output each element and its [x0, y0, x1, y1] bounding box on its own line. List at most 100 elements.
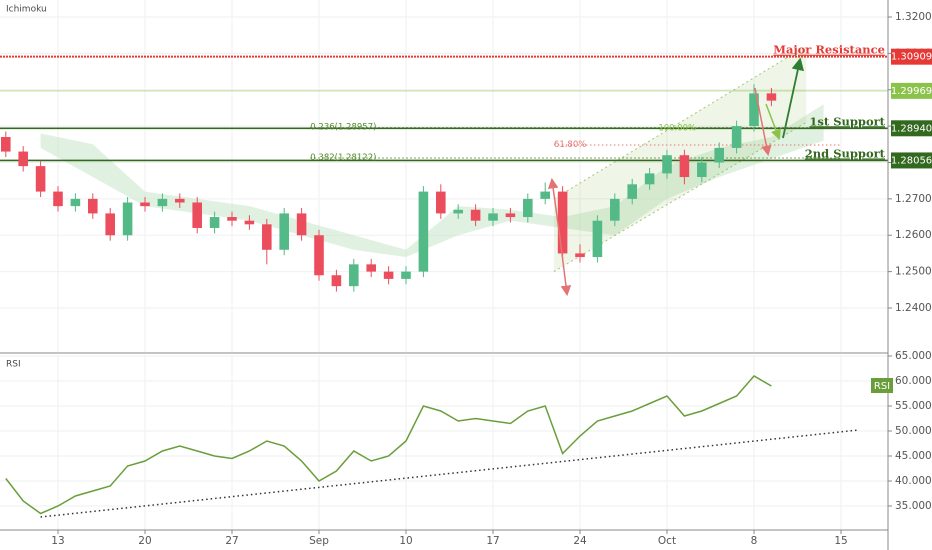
- marks: 0.236(1.28957) 0.382(1.28122) 61.80% 100.00…: [1, 43, 886, 515]
- candle-body: [18, 151, 28, 167]
- candle-body: [523, 198, 533, 218]
- candle-body: [436, 191, 446, 214]
- candle-body: [453, 209, 463, 214]
- price-badge: [891, 120, 932, 137]
- level-name: 1st Support: [809, 114, 885, 128]
- y-tick-label: 1.26000: [895, 229, 932, 241]
- x-tick-label: 27: [225, 535, 238, 547]
- candle-body: [540, 191, 550, 199]
- fib-label: 100.00%: [658, 124, 696, 134]
- candle-body: [592, 220, 603, 258]
- y-tick-label: 55.0000: [895, 400, 932, 412]
- y-tick-label: 35.0000: [895, 500, 932, 512]
- x-tick-label: 24: [573, 535, 587, 547]
- candle-body: [157, 198, 168, 207]
- arrow: [782, 57, 805, 139]
- candle-body: [679, 155, 690, 178]
- pane-title: RSI: [6, 360, 21, 370]
- candle-body: [627, 184, 637, 199]
- arrow: [754, 87, 772, 157]
- candle-body: [227, 217, 237, 221]
- candle-body: [279, 213, 289, 250]
- candle-body: [296, 213, 307, 236]
- price-badge-label: 1.28056: [891, 155, 932, 166]
- price-badge: [891, 152, 932, 169]
- candle-body: [262, 224, 272, 250]
- arrows: [547, 57, 805, 297]
- x-tick-label: Oct: [658, 535, 676, 547]
- candle-body: [140, 202, 150, 207]
- y-tick-label: 1.25000: [895, 266, 932, 278]
- candle-body: [697, 162, 707, 178]
- candle-body: [175, 198, 185, 203]
- price-badge: [891, 48, 932, 65]
- y-tick-label: 45.0000: [895, 450, 932, 462]
- pane-title: Ichimoku: [6, 5, 47, 15]
- fib-label: 0.382(1.28122): [310, 153, 376, 163]
- channel-line: [553, 45, 807, 200]
- candle-body: [470, 209, 481, 221]
- legend-label: RSI: [874, 381, 890, 392]
- x-tick-label: Sep: [309, 535, 329, 547]
- rsi-line: [5, 375, 772, 515]
- candle-body: [418, 191, 429, 272]
- candle-body: [192, 202, 202, 228]
- level-name: 2nd Support: [805, 146, 886, 160]
- candle-body: [314, 235, 324, 276]
- fib-label: 0.236(1.28957): [310, 123, 376, 133]
- channel-line: [553, 122, 807, 273]
- price-badge-label: 1.29969: [891, 86, 932, 97]
- price-badge-label: 1.30909: [891, 52, 932, 63]
- y-tick-label: 50.0000: [895, 425, 932, 437]
- y-tick-label: 1.27000: [895, 193, 932, 205]
- candle-body: [70, 198, 81, 207]
- x-tick-label: 10: [399, 535, 412, 547]
- candle-body: [88, 198, 98, 214]
- y-tick-label: 40.0000: [895, 475, 932, 487]
- trend-line: [40, 429, 859, 518]
- y-tick-label: 1.24000: [895, 302, 932, 314]
- arrow: [765, 103, 781, 140]
- candle-body: [35, 166, 46, 192]
- candle-body: [610, 198, 620, 221]
- y-tick-label: 65.0000: [895, 350, 932, 362]
- candle-body: [575, 253, 585, 258]
- candle-body: [331, 275, 342, 287]
- candle-body: [662, 155, 672, 174]
- price-badge: [891, 82, 932, 99]
- arrow: [559, 237, 572, 297]
- candle-body: [122, 202, 133, 236]
- candle-body: [383, 271, 394, 279]
- price-badge-label: 1.28940: [891, 123, 932, 134]
- x-tick-label: 17: [486, 535, 499, 547]
- candle-body: [53, 191, 63, 207]
- y-tick-label: 1.32000: [895, 11, 932, 23]
- x-tick-label: 15: [834, 535, 847, 547]
- fib-label: 61.80%: [554, 140, 586, 150]
- arrow: [547, 177, 561, 239]
- candle-body: [244, 220, 255, 225]
- candle-body: [366, 264, 376, 272]
- legend-badge: [871, 378, 893, 393]
- candle-body: [209, 217, 220, 228]
- x-tick-label: 8: [751, 535, 758, 547]
- ichimoku-cloud: [40, 104, 824, 258]
- background: [0, 0, 888, 530]
- x-tick-label: 20: [138, 535, 151, 547]
- candle-body: [749, 93, 759, 127]
- y-tick-label: 60.0000: [895, 375, 932, 387]
- candle-body: [401, 271, 411, 279]
- candle-body: [557, 191, 568, 254]
- candle-body: [349, 264, 359, 287]
- candle-body: [488, 213, 498, 221]
- candle-body: [505, 213, 516, 218]
- candle-body: [766, 93, 777, 101]
- candle-body: [731, 126, 742, 148]
- candle-body: [1, 137, 11, 152]
- candle-body: [714, 147, 725, 163]
- candle-body: [644, 173, 655, 185]
- level-name: Major Resistance: [773, 43, 885, 57]
- x-tick-label: 13: [51, 535, 64, 547]
- candle-body: [105, 213, 115, 236]
